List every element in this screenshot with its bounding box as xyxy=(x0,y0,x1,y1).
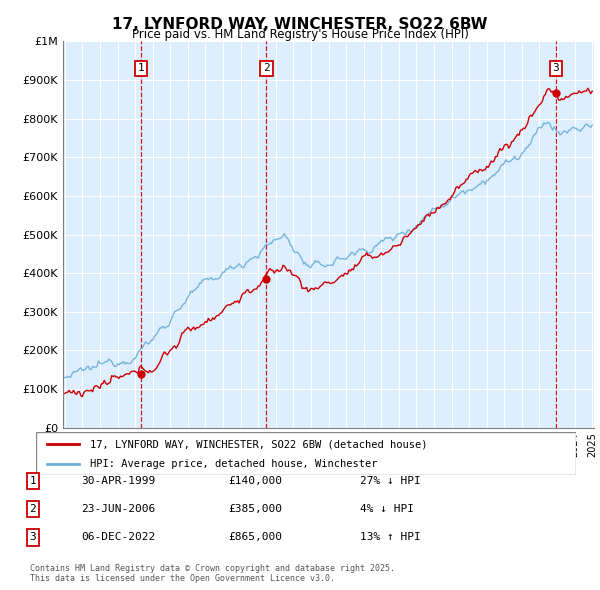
Text: 13% ↑ HPI: 13% ↑ HPI xyxy=(360,533,421,542)
Text: 1: 1 xyxy=(137,63,144,73)
Text: Contains HM Land Registry data © Crown copyright and database right 2025.
This d: Contains HM Land Registry data © Crown c… xyxy=(30,563,395,583)
FancyBboxPatch shape xyxy=(36,432,576,475)
Text: 1: 1 xyxy=(29,476,37,486)
Text: 3: 3 xyxy=(552,63,559,73)
Text: HPI: Average price, detached house, Winchester: HPI: Average price, detached house, Winc… xyxy=(90,459,377,469)
Text: 30-APR-1999: 30-APR-1999 xyxy=(81,476,155,486)
Text: 3: 3 xyxy=(29,533,37,542)
Text: £385,000: £385,000 xyxy=(228,504,282,514)
Text: £140,000: £140,000 xyxy=(228,476,282,486)
Text: 17, LYNFORD WAY, WINCHESTER, SO22 6BW: 17, LYNFORD WAY, WINCHESTER, SO22 6BW xyxy=(112,17,488,31)
Text: 2: 2 xyxy=(263,63,270,73)
Text: 2: 2 xyxy=(29,504,37,514)
Text: 17, LYNFORD WAY, WINCHESTER, SO22 6BW (detached house): 17, LYNFORD WAY, WINCHESTER, SO22 6BW (d… xyxy=(90,440,427,450)
Text: £865,000: £865,000 xyxy=(228,533,282,542)
Text: 4% ↓ HPI: 4% ↓ HPI xyxy=(360,504,414,514)
Text: 06-DEC-2022: 06-DEC-2022 xyxy=(81,533,155,542)
Text: 27% ↓ HPI: 27% ↓ HPI xyxy=(360,476,421,486)
Text: Price paid vs. HM Land Registry's House Price Index (HPI): Price paid vs. HM Land Registry's House … xyxy=(131,28,469,41)
Text: 23-JUN-2006: 23-JUN-2006 xyxy=(81,504,155,514)
